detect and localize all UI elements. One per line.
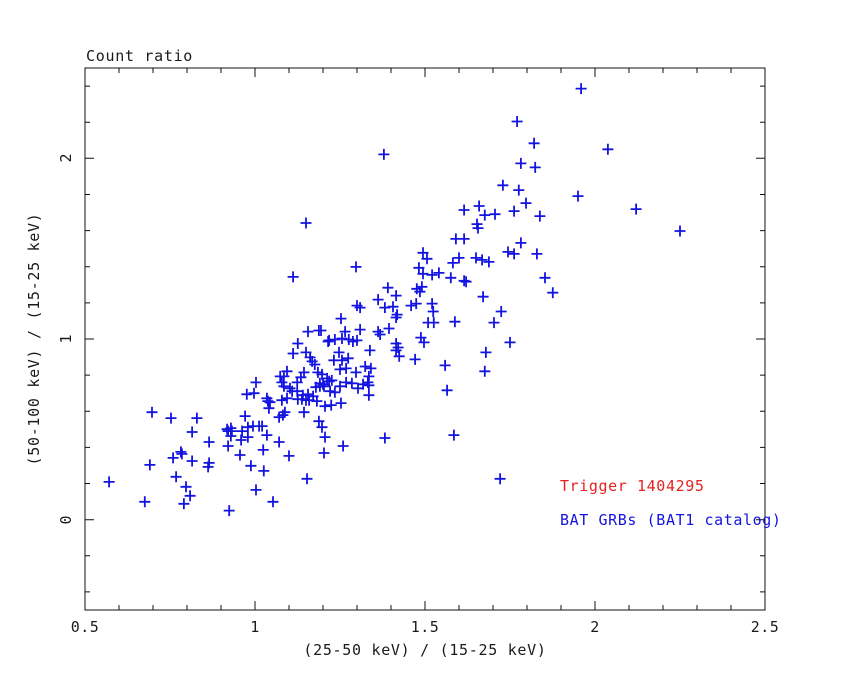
y-tick-label-2: 2	[57, 153, 75, 163]
y-axis-title: (50-100 keV) / (15-25 keV)	[25, 212, 43, 466]
x-tick-label-0.5: 0.5	[70, 618, 100, 636]
y-tick-label-0: 0	[57, 515, 75, 525]
x-tick-label-1.5: 1.5	[410, 618, 440, 636]
trigger-annotation: Trigger 1404295	[560, 477, 705, 495]
data-point-markers	[103, 83, 686, 517]
catalog-annotation: BAT GRBs (BAT1 catalog)	[560, 511, 782, 529]
y-tick-label-1: 1	[57, 334, 75, 344]
x-tick-label-1: 1	[250, 618, 260, 636]
axis-ticks	[84, 68, 766, 610]
x-tick-label-2.5: 2.5	[750, 618, 780, 636]
chart-title: Count ratio	[86, 47, 194, 65]
x-axis-title: (25-50 keV) / (15-25 keV)	[303, 641, 547, 659]
x-tick-label-2: 2	[590, 618, 600, 636]
